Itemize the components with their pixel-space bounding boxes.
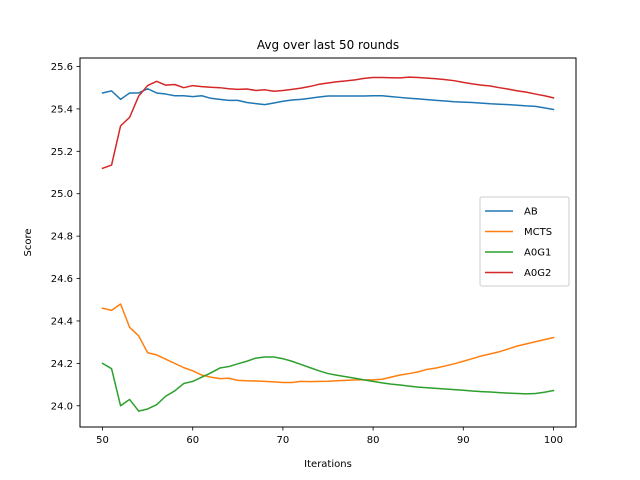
x-tick-label: 80 bbox=[367, 435, 380, 446]
legend-label-a0g2: A0G2 bbox=[524, 268, 551, 279]
y-tick-label: 24.6 bbox=[51, 274, 73, 285]
legend-box bbox=[479, 196, 570, 287]
plot-frame bbox=[79, 57, 577, 428]
x-tick-label: 90 bbox=[457, 435, 470, 446]
x-tick-label: 50 bbox=[96, 435, 109, 446]
y-tick-label: 25.6 bbox=[51, 62, 73, 73]
y-tick-label: 24.8 bbox=[51, 232, 73, 243]
chart-title: Avg over last 50 rounds bbox=[257, 38, 399, 52]
y-axis-label: Score bbox=[23, 228, 34, 256]
y-tick-label: 24.4 bbox=[51, 316, 73, 327]
x-axis-label: Iterations bbox=[304, 459, 352, 470]
y-tick-label: 24.0 bbox=[51, 401, 73, 412]
series-layer bbox=[101, 76, 555, 412]
legend-label-mcts: MCTS bbox=[524, 227, 552, 238]
legend: AB MCTS A0G1 A0G2 bbox=[479, 196, 570, 287]
legend-label-ab: AB bbox=[524, 207, 538, 218]
legend-label-a0g1: A0G1 bbox=[524, 248, 551, 259]
y-tick-label: 25.0 bbox=[51, 189, 73, 200]
series-line-a0g1 bbox=[101, 356, 555, 412]
y-axis: 24.0 24.2 24.4 24.6 24.8 25.0 25.2 25.4 25.6 bbox=[51, 62, 80, 412]
x-tick-label: 70 bbox=[277, 435, 290, 446]
y-tick-label: 25.2 bbox=[51, 147, 73, 158]
x-tick-label: 100 bbox=[544, 435, 563, 446]
y-tick-label: 25.4 bbox=[51, 104, 73, 115]
series-line-ab bbox=[101, 88, 555, 111]
series-line-a0g2 bbox=[101, 76, 555, 170]
y-tick-label: 24.2 bbox=[51, 359, 73, 370]
x-axis: 50 60 70 80 90 100 bbox=[96, 427, 563, 446]
x-tick-label: 60 bbox=[186, 435, 199, 446]
series-line-mcts bbox=[101, 303, 555, 384]
